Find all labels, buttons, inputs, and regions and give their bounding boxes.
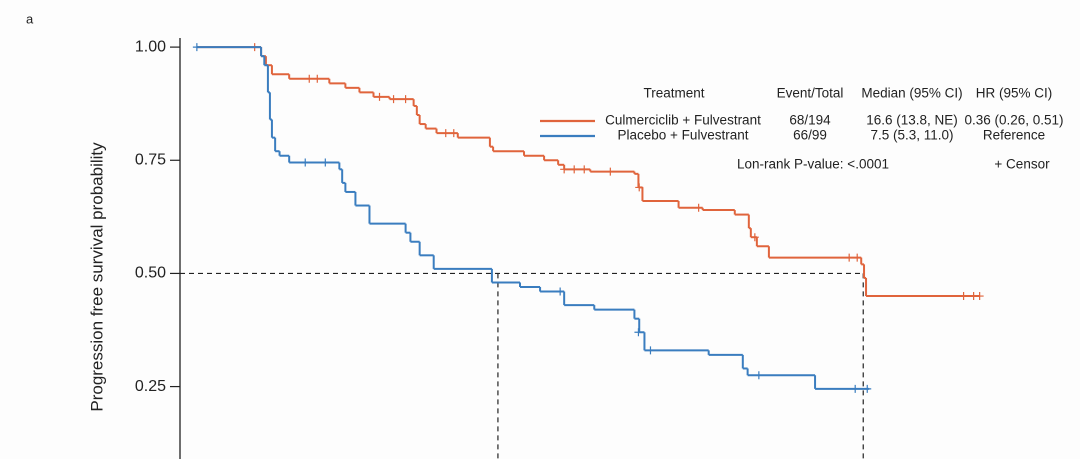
censor-mark (634, 328, 643, 337)
censor-mark (570, 165, 579, 174)
censor-mark (192, 43, 201, 52)
y-axis-label: Progression free survival probability (87, 142, 106, 412)
censor-mark (389, 95, 398, 104)
censor-mark (606, 167, 615, 176)
censor-legend: + Censor (994, 157, 1050, 172)
censor-mark (401, 95, 410, 104)
censor-mark (560, 165, 569, 174)
table-header: Median (95% CI) (861, 86, 962, 101)
p-value: Lon-rank P-value: <.0001 (737, 157, 889, 172)
legend-label: Placebo + Fulvestrant (618, 128, 749, 143)
censor-mark (301, 158, 310, 167)
y-tick-label: 0.25 (135, 378, 166, 395)
table-cell: 7.5 (5.3, 11.0) (870, 128, 953, 143)
censor-mark (975, 292, 984, 301)
censor-mark (754, 371, 763, 380)
table-cell: Reference (983, 128, 1045, 143)
censor-mark (321, 158, 330, 167)
table-header: Event/Total (777, 86, 844, 101)
table-cell: 16.6 (13.8, NE) (866, 113, 958, 128)
censor-mark (580, 165, 589, 174)
censor-mark (853, 253, 862, 262)
censor-mark (959, 292, 968, 301)
table-header: Treatment (643, 86, 704, 101)
censor-mark (750, 233, 759, 242)
censor-mark (646, 346, 655, 355)
censor-mark (313, 74, 322, 83)
y-tick-label: 0.50 (135, 265, 166, 282)
y-tick-label: 0.75 (135, 151, 166, 168)
censor-mark (441, 129, 450, 138)
censor-mark (305, 74, 314, 83)
censor-mark (851, 384, 860, 393)
censor-mark (863, 384, 872, 393)
table-cell: 68/194 (789, 113, 831, 128)
censor-mark (556, 287, 565, 296)
censor-mark (845, 253, 854, 262)
table-header: HR (95% CI) (976, 86, 1053, 101)
censor-mark (635, 183, 644, 192)
legend-label: Culmerciclib + Fulvestrant (605, 113, 761, 128)
table-cell: 0.36 (0.26, 0.51) (964, 113, 1063, 128)
censor-mark (449, 129, 458, 138)
y-tick-label: 1.00 (135, 38, 166, 55)
censor-mark (694, 203, 703, 212)
censor-mark (375, 92, 384, 101)
panel-label: a (26, 11, 34, 26)
table-cell: 66/99 (793, 128, 827, 143)
